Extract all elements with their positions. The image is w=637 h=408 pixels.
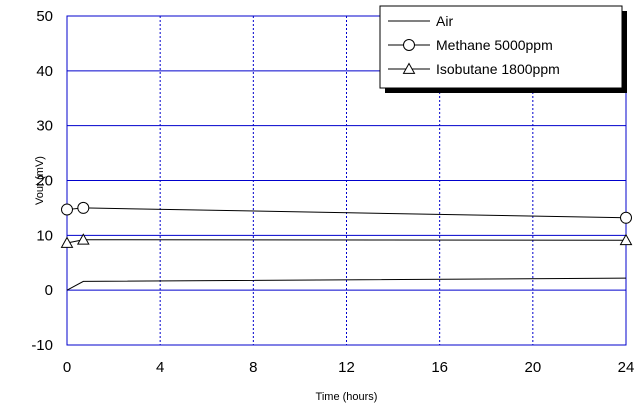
circle-marker <box>77 201 90 214</box>
triangle-marker <box>76 233 90 245</box>
circle-marker <box>403 39 415 51</box>
series-layer <box>60 201 633 291</box>
x-tick-label: 8 <box>249 359 257 376</box>
legend-box <box>379 5 623 89</box>
circle-marker <box>61 203 73 216</box>
x-tick-label: 4 <box>156 359 164 376</box>
plot-frame <box>66 15 627 346</box>
series-line <box>66 277 627 291</box>
x-tick-label: 12 <box>338 359 355 376</box>
x-axis-label: Time (hours) <box>316 391 378 403</box>
circle-marker <box>620 211 632 224</box>
y-tick-label: 0 <box>45 282 53 299</box>
triangle-marker <box>402 62 416 74</box>
y-tick-label: 30 <box>36 118 53 135</box>
triangle-marker <box>619 233 633 246</box>
series-1 <box>66 277 627 291</box>
y-tick-label: 20 <box>36 173 53 190</box>
legend-label: Methane 5000ppm <box>436 37 553 53</box>
triangle-marker <box>60 236 74 248</box>
y-tick-label: 10 <box>36 227 53 244</box>
legend-label: Isobutane 1800ppm <box>436 61 560 77</box>
y-tick-label: 40 <box>36 63 53 80</box>
grid <box>67 16 626 345</box>
legend-label: Air <box>436 13 453 29</box>
x-tick-label: 16 <box>431 359 448 376</box>
x-tick-label: 0 <box>63 359 71 376</box>
x-tick-label: 24 <box>618 359 635 376</box>
y-tick-label: -10 <box>31 337 53 354</box>
y-axis-label: Vout (mV) <box>34 156 46 205</box>
series-2 <box>61 201 632 224</box>
y-tick-label: 50 <box>36 8 53 25</box>
legend: Air Methane 5000ppm Isobutane 1800ppm <box>379 5 627 93</box>
series-3 <box>60 233 633 248</box>
legend-item-2: Methane 5000ppm <box>388 37 553 53</box>
tick-labels: -10 0 10 20 30 40 50 0 4 8 12 16 20 24 <box>31 8 634 376</box>
legend-item-1: Air <box>388 13 453 29</box>
legend-item-3: Isobutane 1800ppm <box>388 61 560 77</box>
x-tick-label: 20 <box>524 359 541 376</box>
